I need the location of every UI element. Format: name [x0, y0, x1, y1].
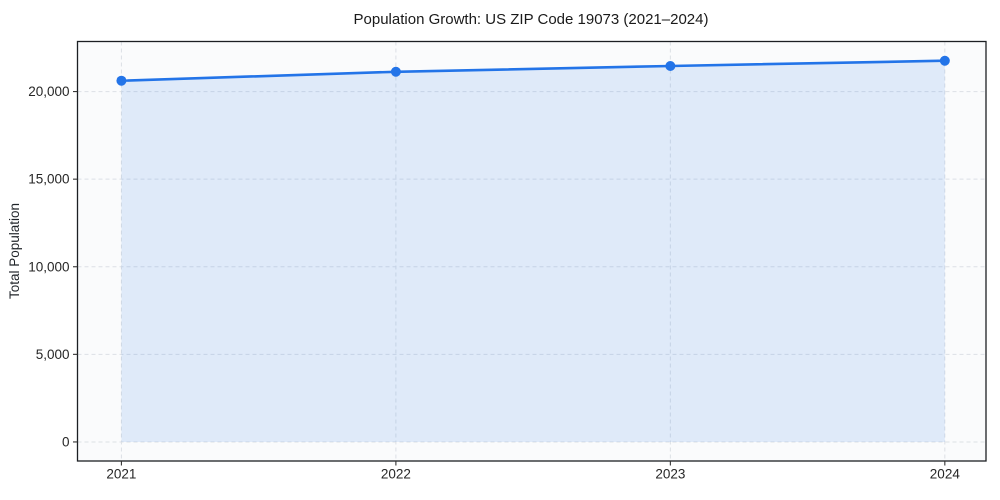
x-tick-label: 2023	[655, 467, 685, 482]
data-point-marker	[665, 60, 676, 71]
data-point-marker	[390, 66, 401, 77]
plot-background	[77, 41, 986, 461]
y-tick-label: 20,000	[28, 84, 69, 99]
y-tick-label: 0	[62, 434, 70, 449]
axes-spines	[76, 40, 987, 462]
axes-layer	[73, 40, 987, 466]
y-axis-label: Total Population	[7, 203, 22, 299]
population-line	[120, 59, 947, 83]
y-tick-label: 15,000	[28, 172, 69, 187]
x-tick-label: 2021	[106, 467, 136, 482]
data-point-marker	[939, 55, 950, 66]
plot-background-layer	[77, 41, 986, 461]
x-tick-label: 2024	[930, 467, 961, 482]
tick-labels-layer: 2021 2022 2023 2024 0 5,000 10,000 15,000 20,000	[28, 84, 960, 481]
gridlines-layer	[77, 41, 986, 461]
area-fill	[121, 60, 945, 442]
y-tick-label: 5,000	[36, 347, 70, 362]
x-tick-label: 2022	[381, 467, 411, 482]
y-tick-label: 10,000	[28, 259, 69, 274]
data-point-marker	[116, 75, 127, 86]
chart-title: Population Growth: US ZIP Code 19073 (20…	[354, 11, 709, 28]
series-layer	[116, 55, 950, 442]
